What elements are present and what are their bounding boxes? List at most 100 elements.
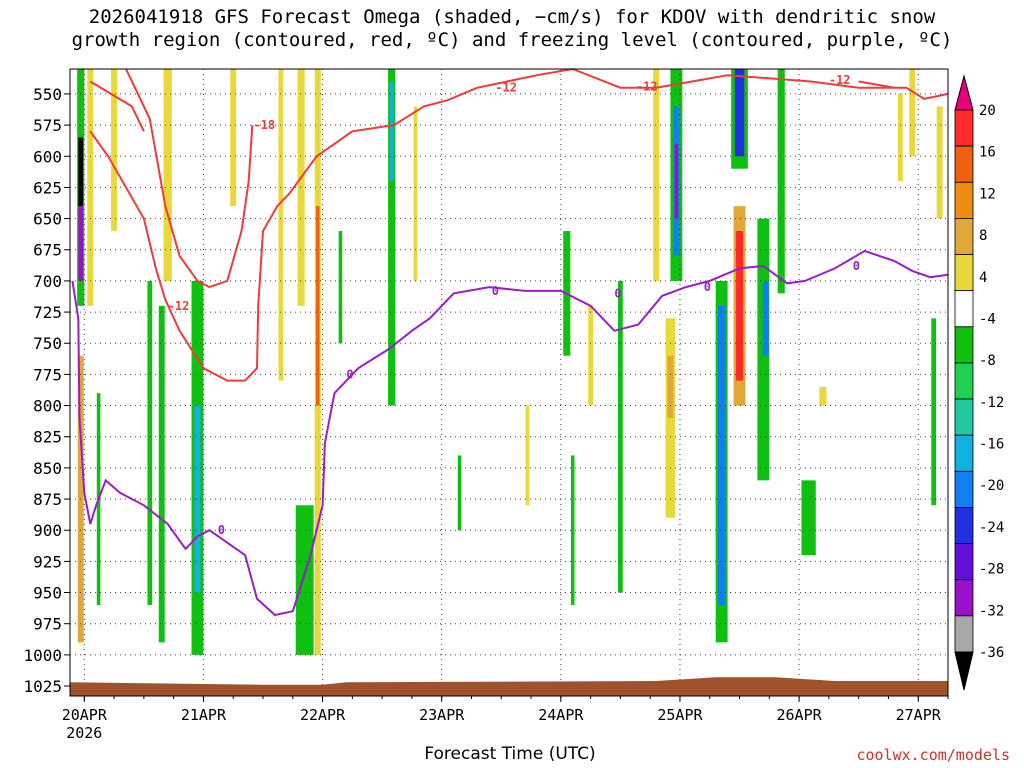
colorbar-label: -8 — [979, 353, 996, 369]
colorbar-segment — [954, 145, 974, 183]
y-tick-label: 575 — [33, 116, 62, 135]
colorbar-label: 12 — [979, 186, 996, 202]
dendritic-contour-label: -12 — [168, 299, 190, 313]
colorbar-label: -12 — [979, 395, 1004, 411]
colorbar-label: -16 — [979, 437, 1004, 453]
dendritic-contour-line — [89, 80, 145, 132]
omega-cell — [111, 69, 118, 232]
y-tick-label: 925 — [33, 552, 62, 571]
freezing-level-label: 0 — [218, 523, 225, 537]
colorbar-segment — [954, 254, 974, 292]
contour-label-text: 0 — [492, 284, 499, 298]
surface-fill — [70, 677, 948, 696]
omega-cell — [735, 231, 744, 381]
omega-cell — [653, 69, 660, 281]
x-tick-label: 24APR — [538, 706, 584, 724]
colorbar-label: -28 — [979, 562, 1004, 578]
dendritic-contour-line — [125, 68, 254, 289]
dendritic-contour-label: -12 — [495, 81, 517, 95]
omega-cell — [588, 305, 593, 406]
dendritic-contour-line — [572, 68, 949, 100]
colorbar-segment — [954, 615, 974, 653]
y-tick-label: 825 — [33, 428, 62, 447]
omega-cell — [163, 69, 172, 281]
omega-cell — [295, 505, 314, 655]
y-tick-label: 700 — [33, 272, 62, 291]
omega-shading — [77, 69, 943, 655]
y-tick-label: 725 — [33, 303, 62, 322]
contour-label-text: -12 — [168, 299, 190, 313]
colorbar-segment — [954, 362, 974, 400]
contour-label-text: -12 — [829, 73, 851, 87]
omega-cell — [297, 69, 305, 306]
colorbar-segment — [954, 326, 974, 364]
colorbar-label: 16 — [979, 145, 996, 161]
y-tick-label: 750 — [33, 334, 62, 353]
y-tick-label: 850 — [33, 459, 62, 478]
contour-label-text: -12 — [636, 79, 658, 93]
y-tick-label: 1000 — [23, 646, 62, 665]
colorbar-segment — [954, 217, 974, 255]
contour-label-text: 0 — [704, 280, 711, 294]
freezing-level-label: 0 — [853, 259, 860, 273]
omega-cell — [525, 405, 530, 506]
omega-cell — [734, 69, 745, 157]
x-axis-title: Forecast Time (UTC) — [424, 744, 596, 764]
dendritic-contour-line — [89, 68, 573, 382]
dendritic-contour-label: -18 — [253, 118, 275, 132]
y-axis: 550 575 600 625 650 675 700 725 750 775 800 825 850 8… — [23, 85, 70, 696]
omega-cell — [777, 69, 785, 294]
y-tick-label: 600 — [33, 147, 62, 166]
colorbar-segment — [954, 181, 974, 219]
colorbar-segment — [954, 109, 974, 147]
omega-cell — [909, 69, 916, 157]
y-tick-label: 875 — [33, 490, 62, 509]
omega-cell — [78, 137, 84, 207]
omega-cell — [570, 455, 575, 606]
colorbar-label: 20 — [979, 103, 996, 119]
colorbar-label: 8 — [979, 228, 987, 244]
y-tick-label: 975 — [33, 615, 62, 634]
y-tick-label: 775 — [33, 365, 62, 384]
contour-label-text: 0 — [853, 259, 860, 273]
x-tick-label: 20APR — [62, 706, 108, 724]
plot-frame — [69, 68, 949, 697]
y-tick-label: 675 — [33, 241, 62, 260]
omega-cell — [667, 355, 674, 419]
colorbar-label: 4 — [979, 270, 987, 286]
omega-cell — [230, 69, 237, 207]
freezing-level-label: 0 — [614, 286, 621, 300]
omega-cell — [389, 81, 394, 182]
x-tick-label: 27APR — [896, 706, 942, 724]
colorbar-label: -4 — [979, 311, 996, 327]
omega-cell — [819, 386, 827, 406]
contour-label-text: 0 — [346, 367, 353, 381]
omega-cell — [457, 455, 462, 531]
chart-title-line-2: growth region (contoured, red, ºC) and f… — [71, 29, 953, 51]
omega-cell — [194, 405, 201, 593]
colorbar-segment — [954, 398, 974, 436]
y-tick-label: 900 — [33, 521, 62, 540]
colorbar-label: -24 — [979, 520, 1004, 536]
freezing-level-label: 0 — [346, 367, 353, 381]
colorbar-segment — [954, 290, 974, 328]
omega-cell — [388, 69, 396, 406]
colorbar-label: -36 — [979, 645, 1004, 661]
colorbar-segment — [954, 579, 974, 617]
colorbar-segment — [954, 470, 974, 508]
contour-label-text: -18 — [253, 118, 275, 132]
colorbar-label: -20 — [979, 478, 1004, 494]
colorbar: 20 16 12 8 4 -4 -8 -12 -16 -20 -24 -28 -32 -36 — [954, 74, 1004, 691]
omega-cell — [78, 206, 84, 281]
y-tick-label: 550 — [33, 85, 62, 104]
x-tick-label: 21APR — [181, 706, 227, 724]
omega-cell — [147, 280, 153, 606]
omega-cell — [897, 93, 903, 182]
y-tick-label: 800 — [33, 397, 62, 416]
x-tick-label: 22APR — [300, 706, 346, 724]
surface-terrain — [70, 677, 948, 696]
colorbar-segment — [954, 543, 974, 581]
freezing-level-label: 0 — [492, 284, 499, 298]
x-tick-sublabel: 2026 — [66, 724, 102, 742]
